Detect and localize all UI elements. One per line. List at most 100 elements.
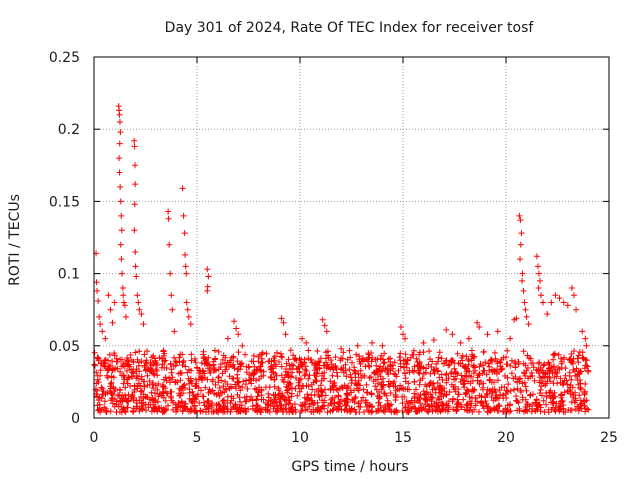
data-point bbox=[118, 212, 125, 219]
data-point bbox=[548, 299, 555, 306]
data-point bbox=[99, 328, 106, 335]
data-point bbox=[134, 292, 141, 299]
chart-title: Day 301 of 2024, Rate Of TEC Index for r… bbox=[165, 20, 535, 36]
data-point bbox=[135, 299, 142, 306]
data-point bbox=[131, 143, 138, 150]
data-point bbox=[116, 140, 123, 147]
data-point bbox=[239, 342, 246, 349]
data-point bbox=[187, 321, 194, 328]
data-point bbox=[183, 299, 190, 306]
scatter-points bbox=[91, 103, 592, 416]
data-point bbox=[179, 185, 186, 192]
data-point bbox=[354, 342, 361, 349]
plot-frame bbox=[93, 56, 610, 419]
data-point bbox=[570, 292, 577, 299]
data-point bbox=[116, 169, 123, 176]
data-point bbox=[182, 251, 189, 258]
data-point bbox=[231, 318, 238, 325]
x-tick-label: 0 bbox=[90, 430, 99, 446]
data-point bbox=[519, 277, 526, 284]
y-tick-label: 0 bbox=[71, 411, 80, 427]
data-point bbox=[119, 270, 126, 277]
data-point bbox=[224, 335, 231, 342]
x-tick-label: 25 bbox=[600, 430, 618, 446]
data-point bbox=[319, 316, 326, 323]
data-point bbox=[582, 335, 589, 342]
y-tick-label: 0.05 bbox=[49, 339, 80, 355]
data-point bbox=[118, 227, 125, 234]
y-tick-label: 0.25 bbox=[49, 50, 80, 66]
data-point bbox=[180, 212, 187, 219]
data-point bbox=[181, 230, 188, 237]
data-point bbox=[323, 328, 330, 335]
data-point bbox=[169, 306, 176, 313]
data-point bbox=[133, 273, 140, 280]
data-point bbox=[131, 227, 138, 234]
data-point bbox=[204, 287, 211, 294]
data-point bbox=[131, 137, 138, 144]
data-point bbox=[544, 311, 551, 318]
data-point bbox=[494, 328, 501, 335]
x-tick-labels: 0 5 10 15 20 25 bbox=[90, 430, 618, 446]
data-point bbox=[517, 241, 524, 248]
data-point bbox=[568, 285, 575, 292]
data-point bbox=[132, 248, 139, 255]
data-point bbox=[525, 321, 532, 328]
data-point bbox=[556, 295, 563, 302]
data-point bbox=[117, 241, 124, 248]
data-point bbox=[533, 253, 540, 260]
data-point bbox=[299, 335, 306, 342]
data-point bbox=[136, 306, 143, 313]
y-tick-labels: 0 0.05 0.1 0.15 0.2 0.25 bbox=[49, 50, 80, 427]
data-point bbox=[102, 335, 109, 342]
x-tick-label: 10 bbox=[291, 430, 309, 446]
data-point bbox=[278, 315, 285, 322]
data-point bbox=[118, 256, 125, 263]
data-point bbox=[235, 331, 242, 338]
data-point bbox=[116, 155, 123, 162]
data-point bbox=[465, 335, 472, 342]
data-point bbox=[111, 299, 118, 306]
data-point bbox=[518, 230, 525, 237]
data-point bbox=[138, 311, 145, 318]
data-point bbox=[520, 287, 527, 294]
data-point bbox=[94, 287, 101, 294]
data-point bbox=[321, 322, 328, 329]
data-point bbox=[564, 302, 571, 309]
data-point bbox=[116, 118, 123, 125]
x-tick-label: 15 bbox=[394, 430, 412, 446]
x-tick-label: 5 bbox=[193, 430, 202, 446]
data-point bbox=[430, 337, 437, 344]
data-point bbox=[443, 326, 450, 333]
data-point bbox=[96, 313, 103, 320]
data-point bbox=[560, 299, 567, 306]
data-point bbox=[105, 292, 112, 299]
x-tick-label: 20 bbox=[497, 430, 515, 446]
y-tick-label: 0.1 bbox=[58, 267, 80, 283]
data-point bbox=[165, 208, 172, 215]
data-point bbox=[536, 277, 543, 284]
data-point bbox=[109, 319, 116, 326]
y-axis-label: ROTI / TECUs bbox=[7, 194, 23, 286]
data-point bbox=[484, 331, 491, 338]
data-point bbox=[476, 324, 483, 331]
data-point bbox=[522, 306, 529, 313]
y-tick-label: 0.15 bbox=[49, 194, 80, 210]
data-point bbox=[474, 319, 481, 326]
data-point bbox=[120, 299, 127, 306]
data-point bbox=[552, 292, 559, 299]
y-tick-label: 0.2 bbox=[58, 122, 80, 138]
data-point bbox=[140, 321, 147, 328]
data-point bbox=[132, 263, 139, 270]
data-point bbox=[535, 270, 542, 277]
data-point bbox=[397, 324, 404, 331]
data-point bbox=[233, 325, 240, 332]
data-point bbox=[119, 285, 126, 292]
data-point bbox=[540, 299, 547, 306]
data-point bbox=[184, 306, 191, 313]
data-point bbox=[131, 162, 138, 169]
data-point bbox=[507, 335, 514, 342]
data-point bbox=[523, 313, 530, 320]
data-point bbox=[521, 299, 528, 306]
